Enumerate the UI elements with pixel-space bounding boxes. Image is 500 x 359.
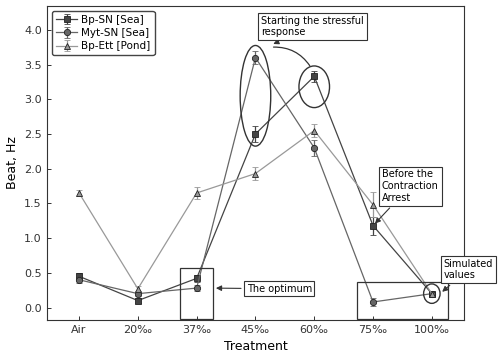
Text: Before the
Contraction
Arrest: Before the Contraction Arrest — [376, 169, 438, 223]
Text: Starting the stressful
response: Starting the stressful response — [262, 15, 364, 44]
Legend: Bp-SN [Sea], Myt-SN [Sea], Bp-Ett [Pond]: Bp-SN [Sea], Myt-SN [Sea], Bp-Ett [Pond] — [52, 11, 154, 55]
Text: Simulated
values: Simulated values — [443, 258, 493, 291]
Y-axis label: Beat, Hz: Beat, Hz — [6, 136, 18, 189]
X-axis label: Treatment: Treatment — [224, 340, 288, 354]
Text: The optimum: The optimum — [217, 284, 312, 294]
